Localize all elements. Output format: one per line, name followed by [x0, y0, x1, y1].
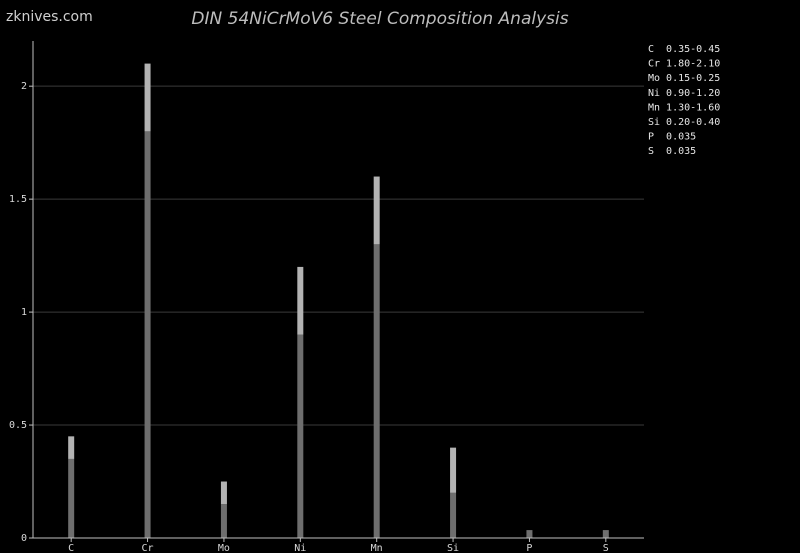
y-tick-label: 0.5: [9, 420, 27, 431]
legend-entry: Ni 0.90-1.20: [648, 88, 720, 99]
legend-entry: S 0.035: [648, 146, 696, 157]
bar-min-c: [68, 458, 75, 538]
bar-min-si: [450, 492, 457, 538]
bar-min-cr: [144, 131, 151, 538]
bar-min-mn: [373, 244, 380, 538]
bar-range-ni: [297, 266, 304, 335]
bar-range-mn: [373, 176, 380, 245]
bar-range-mo: [220, 481, 227, 505]
x-tick-label-s: S: [603, 543, 609, 553]
watermark-text: zknives.com: [6, 9, 93, 25]
y-tick-label: 0: [21, 533, 27, 544]
bar-min-ni: [297, 334, 304, 538]
x-tick-label-p: P: [526, 543, 532, 553]
x-tick-label-cr: Cr: [142, 543, 154, 553]
axes-group: 0 0.5 1 1.5 2 C Cr Mo Ni Mn Si P S: [9, 41, 644, 553]
legend-entry: P 0.035: [648, 132, 696, 143]
chart-title: DIN 54NiCrMoV6 Steel Composition Analysi…: [191, 9, 568, 29]
legend-entry: Mo 0.15-0.25: [648, 73, 720, 84]
x-tick-label-c: C: [68, 543, 74, 553]
legend-entry: Mn 1.30-1.60: [648, 102, 720, 113]
x-tick-label-ni: Ni: [294, 543, 306, 553]
legend: C 0.35-0.45 Cr 1.80-2.10 Mo 0.15-0.25 Ni 0.…: [648, 44, 720, 157]
x-tick-label-mn: Mn: [371, 543, 383, 553]
y-tick-label: 1.5: [9, 194, 27, 205]
bar-range-c: [68, 436, 75, 459]
bar-min-p: [526, 530, 533, 538]
bars-group: [68, 63, 609, 538]
bar-min-mo: [220, 504, 227, 538]
y-tick-label: 2: [21, 81, 27, 92]
bar-range-si: [450, 447, 457, 493]
legend-entry: C 0.35-0.45: [648, 44, 720, 55]
x-tick-label-mo: Mo: [218, 543, 230, 553]
x-tick-label-si: Si: [447, 543, 459, 553]
bar-min-s: [602, 530, 609, 538]
grid-lines: [33, 85, 644, 426]
legend-entry: Cr 1.80-2.10: [648, 59, 720, 70]
bar-range-cr: [144, 63, 151, 132]
y-tick-label: 1: [21, 307, 27, 318]
legend-entry: Si 0.20-0.40: [648, 117, 720, 128]
